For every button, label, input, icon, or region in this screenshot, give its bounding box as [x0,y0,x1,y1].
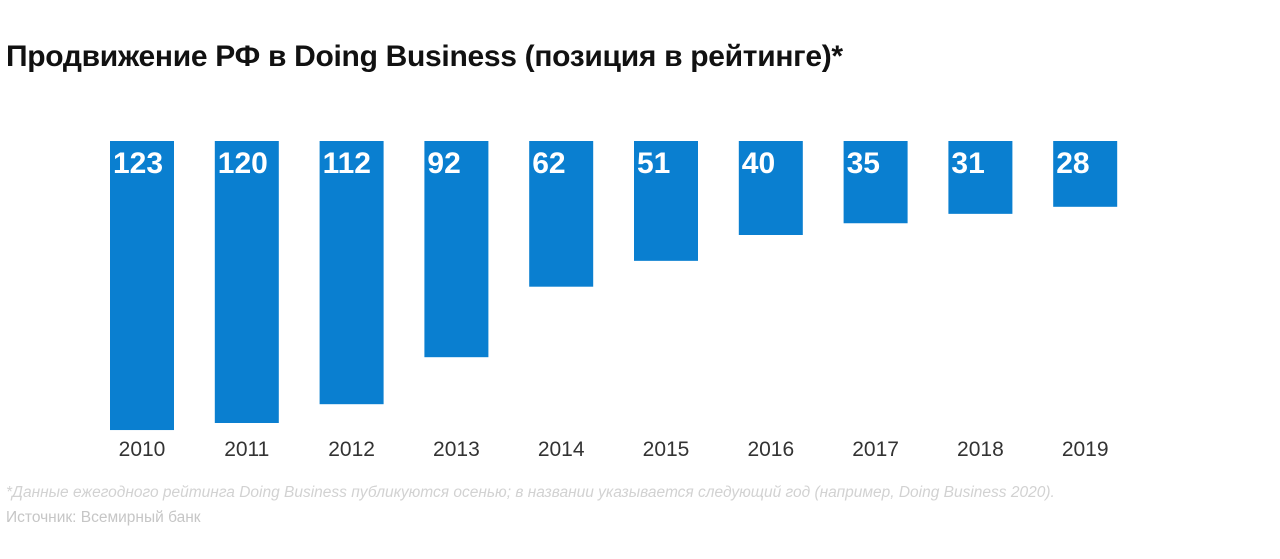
bar-2015 [634,141,698,261]
bar-2014 [529,141,594,287]
category-label-2012: 2012 [328,438,375,461]
category-label-2019: 2019 [1062,438,1109,461]
category-label-2015: 2015 [643,438,690,461]
value-label-2010: 123 [113,147,163,180]
bar-2018 [948,141,1013,214]
value-label-2017: 35 [847,147,880,180]
bar-2017 [843,141,908,224]
bar-chart: 123 2010 120 2011 112 2012 92 2013 62 2014 51 2015 4… [110,141,1118,461]
category-label-2017: 2017 [852,438,899,461]
category-label-2016: 2016 [747,438,794,461]
bar-2013 [424,141,489,358]
value-label-2013: 92 [427,147,460,180]
value-label-2011: 120 [218,147,268,180]
value-label-2014: 62 [532,147,565,180]
value-label-2018: 31 [951,147,984,180]
category-label-2011: 2011 [224,438,269,461]
category-label-2018: 2018 [957,438,1004,461]
bar-2012 [319,141,384,405]
chart-title: Продвижение РФ в Doing Business (позиция… [6,40,843,73]
category-label-2010: 2010 [119,438,166,461]
value-label-2012: 112 [323,147,371,180]
value-label-2016: 40 [742,147,775,180]
value-label-2015: 51 [637,147,670,180]
category-label-2014: 2014 [538,438,585,461]
bar-2019 [1053,141,1118,207]
category-label-2013: 2013 [433,438,480,461]
bar-2011 [214,141,279,423]
footnote: *Данные ежегодного рейтинга Doing Busine… [6,484,1055,501]
bar-2016 [738,141,803,235]
value-label-2019: 28 [1056,147,1089,180]
source-note: Источник: Всемирный банк [6,509,201,526]
bar-2010 [110,141,174,431]
